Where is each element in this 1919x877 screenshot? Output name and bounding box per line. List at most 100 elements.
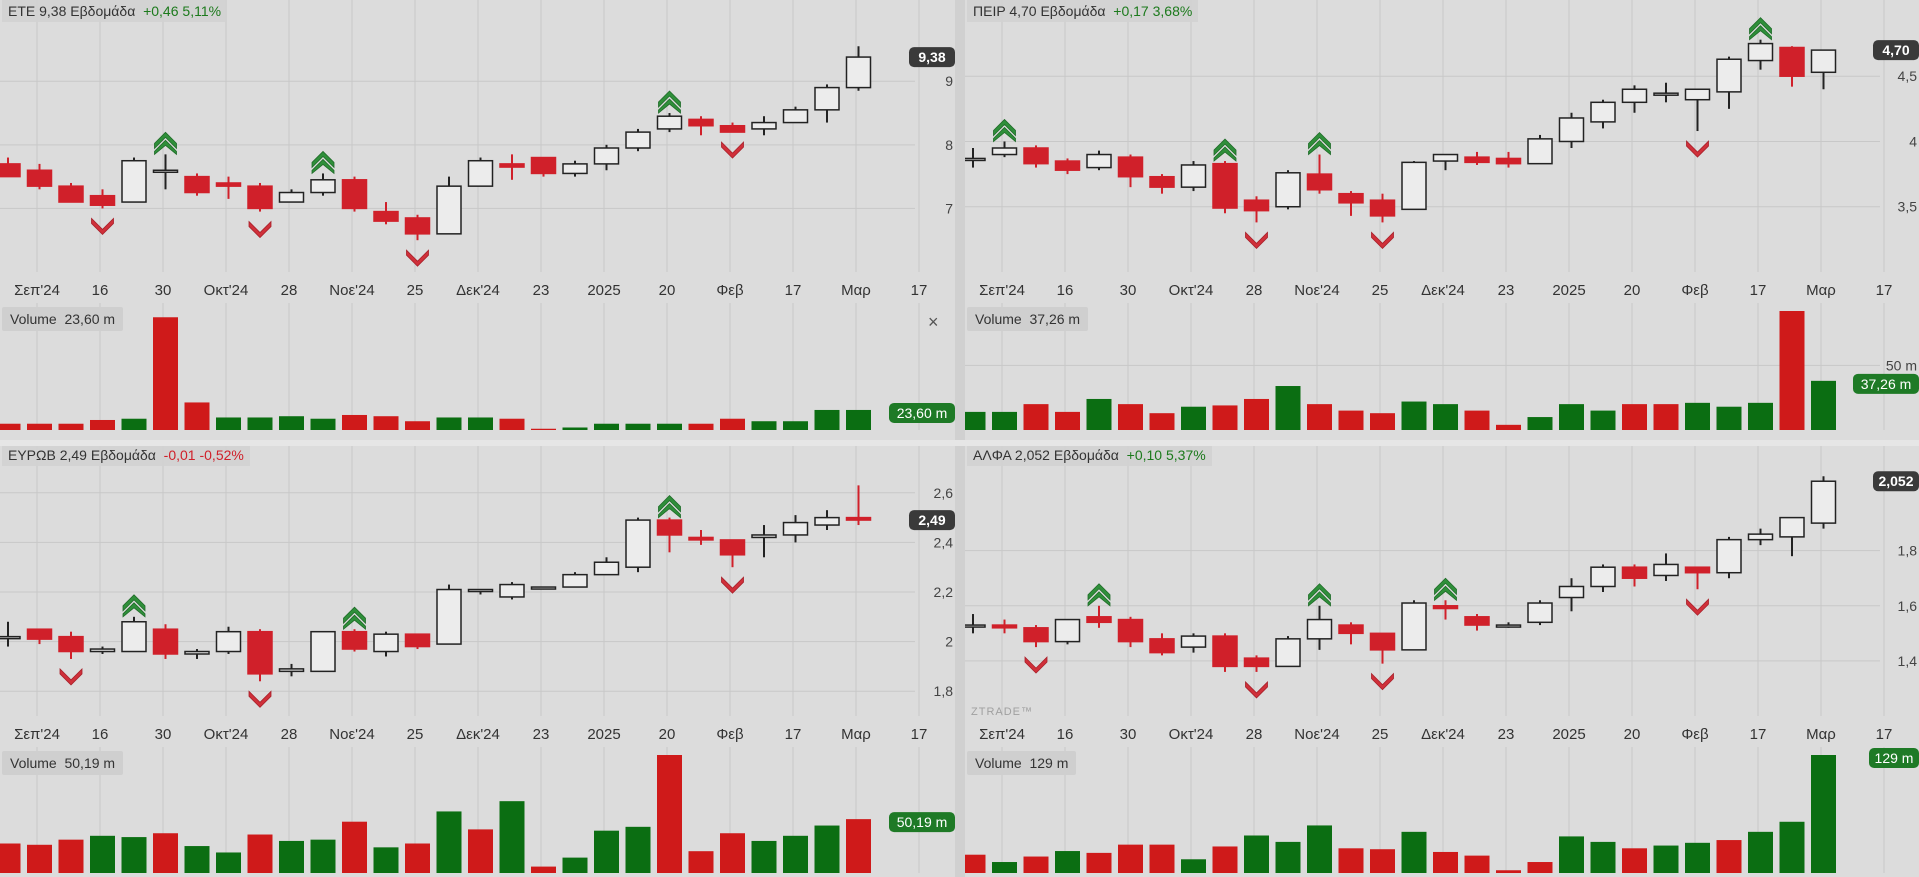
- price-chart-ete[interactable]: Σεπ'24 16 30 Οκτ'24 28 Νοε'24 25 Δεκ'24 23 2025 20…: [0, 0, 955, 303]
- volume-legend: Volume 23,60 m: [2, 307, 124, 331]
- volume-chart-peir[interactable]: 50 m 37,26 m: [965, 303, 1919, 440]
- candle-body: [0, 163, 21, 178]
- candle-body: [0, 635, 21, 640]
- candle: [184, 173, 210, 196]
- volume-bar: [688, 423, 714, 430]
- down-signal-arrow-icon: [1245, 231, 1268, 249]
- volume-bar: [279, 840, 304, 873]
- volume-tag: 37,26 m: [1853, 373, 1919, 394]
- candle-body: [656, 115, 683, 130]
- symbol-name: ΑΛΦΑ: [973, 447, 1012, 463]
- candle-body: [1464, 156, 1490, 164]
- candle-body: [1527, 138, 1553, 165]
- volume-bar: [1244, 835, 1269, 873]
- candle: [436, 176, 462, 235]
- x-tick-label: Φεβ: [1681, 726, 1709, 743]
- candle: [26, 628, 53, 645]
- volume-bar: [783, 421, 808, 430]
- candle-body: [121, 621, 147, 653]
- volume-legend: Volume 37,26 m: [967, 307, 1089, 331]
- y-tick-label: 9: [945, 73, 953, 89]
- volume-bar: [27, 844, 52, 873]
- x-tick-label: Φεβ: [716, 726, 744, 743]
- candle: [1464, 614, 1490, 631]
- candle: [625, 128, 651, 152]
- candle-body: [991, 147, 1018, 156]
- candle: [1810, 49, 1837, 90]
- price-change: -0,01: [163, 447, 196, 463]
- x-tick-label: 16: [1057, 282, 1074, 299]
- y-tick-label: 3,5: [1898, 199, 1918, 215]
- volume-bar: [720, 418, 745, 430]
- candle-body: [1590, 566, 1616, 588]
- y-tick-label: 1,4: [1898, 653, 1918, 669]
- down-signal-arrow-icon: [59, 667, 83, 686]
- x-tick-label: Νοε'24: [329, 282, 374, 299]
- y-tick-label: 1,6: [1898, 598, 1918, 614]
- volume-legend: Volume 129 m: [967, 751, 1077, 775]
- price-change-pct: -0,52%: [199, 447, 244, 463]
- price-chart-eurob[interactable]: Σεπ'24 16 30 Οκτ'24 28 Νοε'24 25 Δεκ'24 23 2025 20…: [0, 444, 955, 747]
- volume-bar: [373, 416, 399, 430]
- close-icon[interactable]: ×: [928, 312, 939, 332]
- down-signal-arrow-icon: [1686, 598, 1709, 616]
- volume-bar: [1464, 410, 1490, 430]
- volume-chart-alfa[interactable]: 129 m: [965, 747, 1919, 877]
- up-signal-arrow-icon: [993, 118, 1016, 143]
- volume-bar: [0, 843, 21, 873]
- candle-body: [404, 217, 431, 235]
- volume-bar: [1212, 846, 1238, 873]
- volume-bar: [992, 862, 1017, 873]
- candle: [373, 202, 399, 225]
- volume-chart-eurob[interactable]: 50,19 m: [0, 747, 955, 877]
- candle: [215, 176, 242, 199]
- volume-value: 50,19 m: [64, 755, 116, 771]
- candle-body: [1779, 516, 1805, 538]
- x-tick-label: Νοε'24: [1294, 726, 1339, 743]
- x-tick-label: 25: [1372, 726, 1389, 743]
- candle-body: [1495, 157, 1522, 165]
- volume-bar: [1118, 404, 1143, 430]
- x-tick-label: Σεπ'24: [14, 282, 60, 299]
- candle: [152, 154, 179, 190]
- candle: [1338, 191, 1364, 216]
- price-chart-alfa[interactable]: Σεπ'24 16 30 Οκτ'24 28 Νοε'24 25 Δεκ'24 23 2025 20…: [965, 444, 1919, 747]
- volume-bar: [1653, 404, 1679, 430]
- volume-bar: [1055, 411, 1080, 430]
- x-tick-label: 20: [659, 282, 676, 299]
- price-chart-peir[interactable]: Σεπ'24 16 30 Οκτ'24 28 Νοε'24 25 Δεκ'24 23 2025 20…: [965, 0, 1919, 303]
- panel-divider-horizontal[interactable]: [0, 440, 1919, 446]
- candle: [1527, 600, 1553, 626]
- candle: [593, 557, 620, 576]
- candle: [1495, 151, 1522, 168]
- volume-bar: [373, 847, 399, 873]
- volume-bar: [720, 833, 745, 873]
- x-tick-label: 23: [1498, 726, 1515, 743]
- candle-body: [1023, 147, 1049, 165]
- panel-divider-vertical[interactable]: [955, 0, 965, 877]
- candle: [1086, 605, 1112, 628]
- candle: [719, 122, 746, 133]
- candle: [530, 156, 557, 177]
- candle-body: [688, 536, 714, 541]
- price-tag: 2,052: [1873, 471, 1919, 492]
- volume-chart-ete[interactable]: 23,60 m: [0, 303, 955, 440]
- x-tick-label: 17: [1750, 282, 1767, 299]
- candle-body: [404, 633, 431, 648]
- candle-body: [1275, 172, 1301, 208]
- volume-bar: [562, 857, 588, 873]
- candle: [1243, 655, 1270, 672]
- x-tick-label: Νοε'24: [329, 726, 374, 743]
- candle: [1117, 154, 1144, 188]
- candle-body: [1716, 538, 1742, 574]
- candle-body: [991, 624, 1018, 629]
- candle-body: [1590, 101, 1616, 123]
- candle: [1590, 99, 1616, 129]
- candle-body: [152, 169, 179, 174]
- x-tick-label: 28: [281, 282, 298, 299]
- volume-bar: [1401, 831, 1427, 873]
- volume-legend: Volume 50,19 m: [2, 751, 124, 775]
- volume-bar: [1181, 859, 1206, 873]
- price-tag-label: 4,70: [1882, 42, 1909, 58]
- period-label: Εβδομάδα: [1040, 3, 1106, 19]
